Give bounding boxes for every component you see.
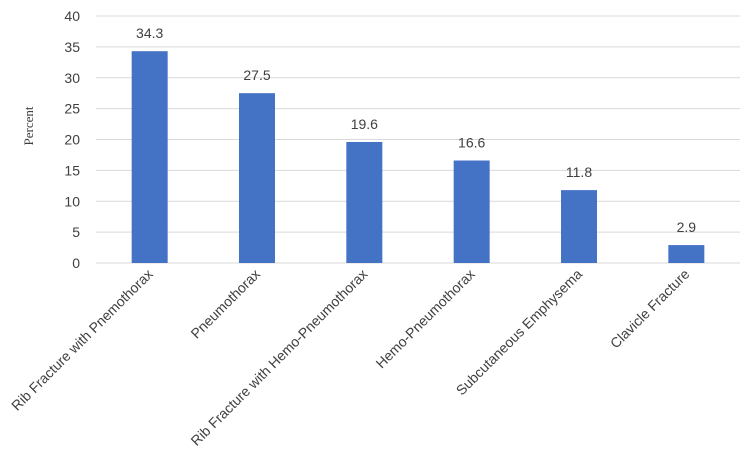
y-tick-label: 25 — [64, 101, 80, 117]
x-category-label: Pneumothorax — [187, 266, 263, 342]
y-tick-label: 40 — [64, 8, 80, 24]
x-category-label: Rib Fracture with Pnemothorax — [8, 266, 156, 414]
y-tick-label: 35 — [64, 39, 80, 55]
bars — [131, 51, 705, 264]
bar — [346, 141, 383, 263]
data-label: 11.8 — [566, 164, 592, 180]
bar — [668, 245, 705, 263]
bar — [561, 190, 597, 263]
x-axis-categories: Rib Fracture with Pnemothorax Pneumothora… — [8, 266, 693, 449]
data-label: 27.5 — [243, 67, 270, 83]
y-tick-label: 10 — [64, 193, 80, 209]
y-tick-label: 0 — [72, 255, 80, 271]
bar — [453, 160, 490, 263]
x-category-label: Hemo-Pneumothorax — [372, 266, 477, 371]
data-labels: 34.3 27.5 19.6 16.6 11.8 2.9 — [136, 25, 696, 235]
y-axis-ticks: 0 5 10 15 20 25 30 35 40 — [64, 8, 80, 271]
data-label: 16.6 — [458, 134, 485, 150]
data-label: 34.3 — [136, 25, 163, 41]
bar — [239, 93, 275, 263]
data-label: 2.9 — [677, 219, 697, 235]
data-label: 19.6 — [351, 116, 378, 132]
x-category-label: Rib Fracture with Hemo-Pneumothorax — [187, 266, 370, 449]
y-tick-label: 15 — [64, 162, 80, 178]
x-category-label: Clavicle Fracture — [607, 266, 693, 352]
y-tick-label: 30 — [64, 70, 80, 86]
y-tick-label: 20 — [64, 132, 80, 148]
y-axis-title: Percent — [21, 106, 36, 145]
x-category-label: Subcutaneous Emphysema — [453, 266, 586, 399]
gridlines — [96, 15, 740, 264]
y-tick-label: 5 — [72, 224, 80, 240]
bar — [131, 51, 168, 264]
